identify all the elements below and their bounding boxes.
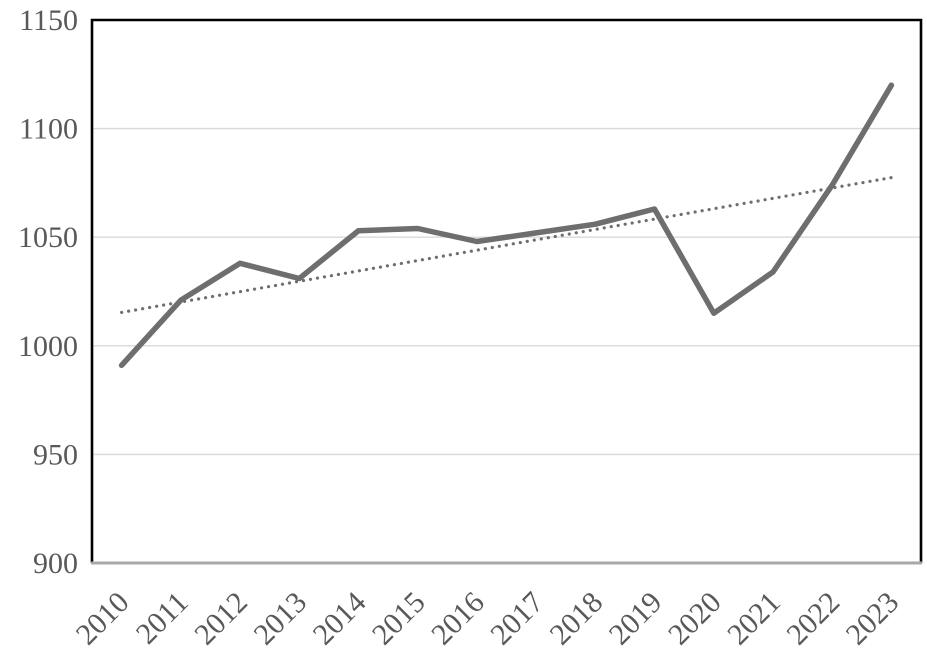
y-tick-label: 950 — [33, 438, 78, 471]
x-tick-label: 2021 — [721, 586, 787, 652]
x-tick-label: 2019 — [603, 586, 669, 652]
plot-border — [90, 18, 923, 565]
x-tick-label: 2013 — [247, 586, 313, 652]
data-series — [118, 82, 895, 369]
y-axis-tick-labels: 900 950 1000 1050 1100 1150 — [18, 4, 78, 580]
trendline-dotted — [119, 176, 894, 314]
x-tick-label: 2023 — [840, 586, 906, 652]
x-axis-tick-labels: 2010201120122013201420152016201720182019… — [70, 586, 906, 652]
plot-border-line — [90, 18, 923, 563]
x-tick-label: 2016 — [425, 586, 491, 652]
y-tick-label: 1050 — [18, 221, 78, 254]
gridlines — [92, 127, 921, 456]
x-tick-label: 2020 — [662, 586, 728, 652]
y-tick-label: 1150 — [19, 4, 78, 37]
y-tick-label: 1100 — [19, 113, 78, 146]
y-tick-label: 1000 — [18, 330, 78, 363]
x-tick-label: 2018 — [544, 586, 610, 652]
x-tick-label: 2012 — [188, 586, 254, 652]
y-tick-label: 900 — [33, 547, 78, 580]
x-tick-label: 2011 — [130, 586, 195, 651]
data-line — [118, 82, 895, 369]
x-tick-label: 2017 — [484, 586, 550, 652]
x-tick-label: 2010 — [70, 586, 136, 652]
x-tick-label: 2014 — [307, 586, 373, 652]
x-tick-label: 2022 — [780, 586, 846, 652]
x-tick-label: 2015 — [366, 586, 432, 652]
trendline — [119, 176, 894, 314]
